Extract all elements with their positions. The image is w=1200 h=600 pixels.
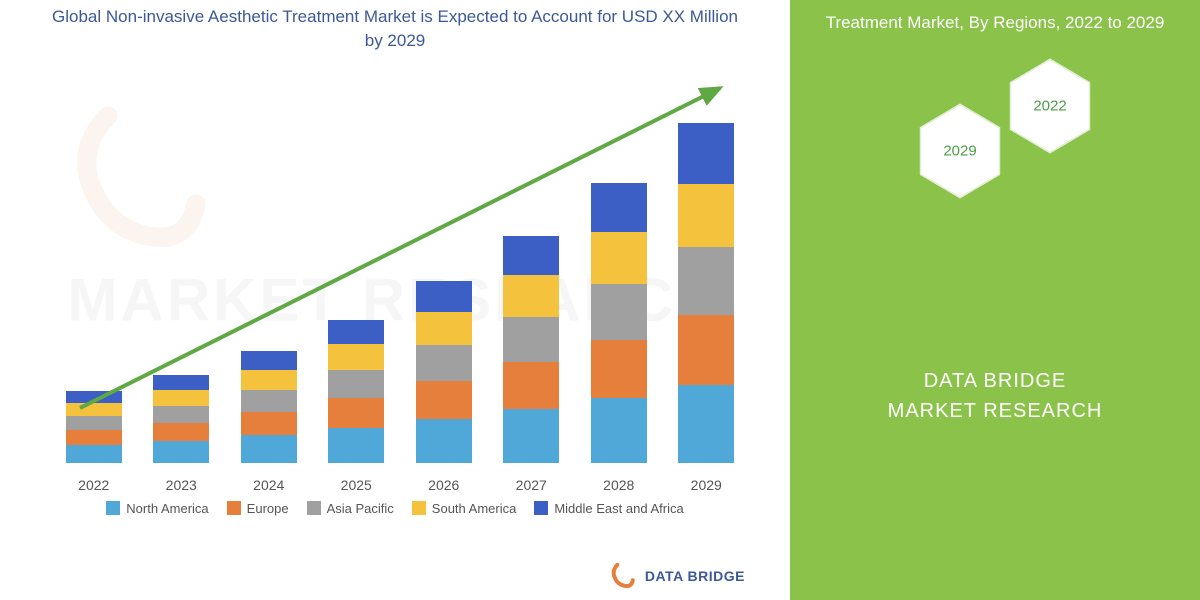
bar-segment xyxy=(328,398,384,428)
bar-segment xyxy=(591,340,647,398)
brand-line-2: MARKET RESEARCH xyxy=(810,396,1180,426)
bar-segment xyxy=(678,385,734,463)
x-axis-label: 2026 xyxy=(416,477,472,493)
bottom-brand-text: DATA BRIDGE xyxy=(645,568,745,584)
x-axis-label: 2027 xyxy=(503,477,559,493)
bridge-logo-icon xyxy=(609,562,637,590)
bar-segment xyxy=(591,284,647,340)
bar-segment xyxy=(153,375,209,390)
bar-segment xyxy=(416,419,472,463)
bar-segment xyxy=(678,247,734,315)
legend-item: South America xyxy=(412,501,517,516)
bar-group xyxy=(591,183,647,463)
hexagon-2022-label: 2022 xyxy=(1033,97,1066,114)
right-brand-text: DATA BRIDGE MARKET RESEARCH xyxy=(810,366,1180,426)
bar-segment xyxy=(66,445,122,463)
chart-legend: North America Europe Asia Pacific South Ame… xyxy=(10,501,780,516)
bar-group xyxy=(328,320,384,463)
x-axis-label: 2025 xyxy=(328,477,384,493)
right-panel: Treatment Market, By Regions, 2022 to 20… xyxy=(790,0,1200,600)
bar-group xyxy=(503,236,559,463)
legend-item: North America xyxy=(106,501,208,516)
bar-segment xyxy=(678,123,734,184)
legend-label: South America xyxy=(432,501,517,516)
x-axis-label: 2029 xyxy=(678,477,734,493)
bar-segment xyxy=(503,236,559,275)
bar-segment xyxy=(153,441,209,463)
legend-item: Europe xyxy=(227,501,289,516)
bar-segment xyxy=(416,381,472,419)
right-panel-title: Treatment Market, By Regions, 2022 to 20… xyxy=(810,10,1180,36)
hexagon-2029: 2029 xyxy=(915,101,1005,201)
bar-segment xyxy=(328,428,384,463)
legend-label: Europe xyxy=(247,501,289,516)
legend-swatch xyxy=(412,501,426,515)
bar-segment xyxy=(416,345,472,381)
bar-segment xyxy=(503,275,559,317)
chart-title: Global Non-invasive Aesthetic Treatment … xyxy=(50,5,740,53)
bar-segment xyxy=(328,344,384,370)
bar-segment xyxy=(678,184,734,247)
x-axis-label: 2028 xyxy=(591,477,647,493)
legend-item: Middle East and Africa xyxy=(534,501,683,516)
bar-segment xyxy=(153,406,209,423)
legend-swatch xyxy=(307,501,321,515)
bar-segment xyxy=(241,370,297,390)
bar-segment xyxy=(591,232,647,284)
chart-panel: Global Non-invasive Aesthetic Treatment … xyxy=(0,0,790,600)
x-axis-label: 2024 xyxy=(241,477,297,493)
bar-group xyxy=(66,391,122,463)
bar-segment xyxy=(328,370,384,398)
bar-segment xyxy=(503,317,559,362)
hexagon-group: 2022 2029 xyxy=(810,56,1180,236)
legend-label: North America xyxy=(126,501,208,516)
bar-segment xyxy=(416,312,472,345)
bar-segment xyxy=(241,435,297,463)
bar-segment xyxy=(591,183,647,232)
bar-segment xyxy=(241,351,297,370)
bar-group xyxy=(153,375,209,463)
legend-label: Middle East and Africa xyxy=(554,501,683,516)
bar-group xyxy=(678,123,734,463)
bar-segment xyxy=(153,390,209,406)
x-axis-labels: 2022 2023 2024 2025 2026 2027 2028 2029 xyxy=(50,477,750,493)
hexagon-2022: 2022 xyxy=(1005,56,1095,156)
legend-swatch xyxy=(227,501,241,515)
chart-area: 2022 2023 2024 2025 2026 2027 2028 2029 xyxy=(30,63,760,493)
bar-segment xyxy=(241,412,297,435)
bar-group xyxy=(416,281,472,463)
brand-line-1: DATA BRIDGE xyxy=(810,366,1180,396)
main-container: Global Non-invasive Aesthetic Treatment … xyxy=(0,0,1200,600)
x-axis-label: 2022 xyxy=(66,477,122,493)
bars-container xyxy=(50,73,750,463)
bar-segment xyxy=(66,416,122,430)
hexagon-2029-label: 2029 xyxy=(943,142,976,159)
legend-swatch xyxy=(534,501,548,515)
bar-segment xyxy=(591,398,647,463)
legend-swatch xyxy=(106,501,120,515)
bar-group xyxy=(241,351,297,463)
bar-segment xyxy=(66,403,122,416)
legend-item: Asia Pacific xyxy=(307,501,394,516)
bar-segment xyxy=(241,390,297,412)
bar-segment xyxy=(66,430,122,445)
bar-segment xyxy=(153,423,209,441)
bar-segment xyxy=(503,409,559,463)
bar-segment xyxy=(503,362,559,409)
bottom-brand-logo: DATA BRIDGE xyxy=(609,562,745,590)
bar-segment xyxy=(416,281,472,312)
x-axis-label: 2023 xyxy=(153,477,209,493)
bar-segment xyxy=(678,315,734,385)
bar-segment xyxy=(66,391,122,403)
bar-segment xyxy=(328,320,384,344)
legend-label: Asia Pacific xyxy=(327,501,394,516)
